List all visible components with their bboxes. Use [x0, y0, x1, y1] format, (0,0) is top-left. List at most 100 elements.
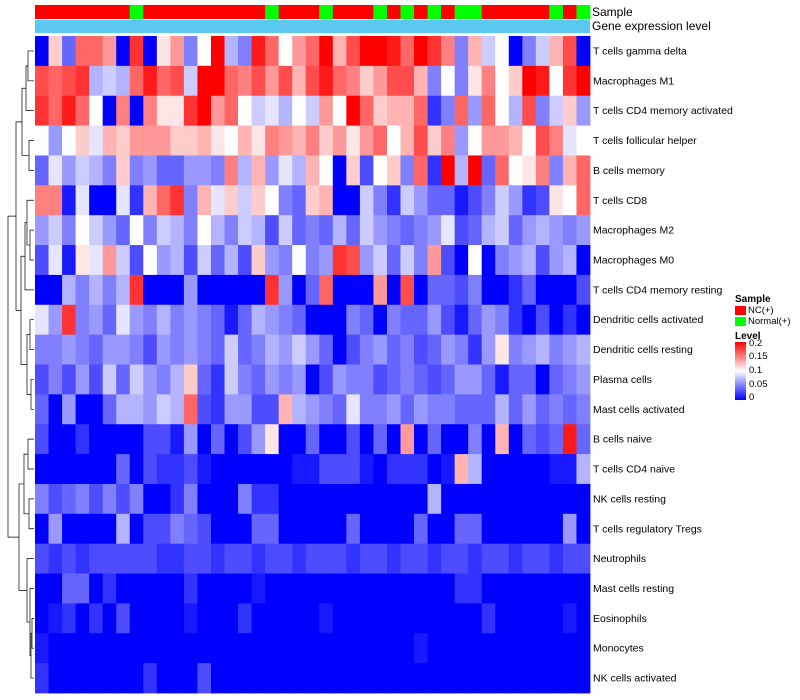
heatmap-cell [468, 364, 483, 395]
heatmap-cell [102, 603, 117, 634]
heatmap-cell [265, 185, 280, 216]
heatmap-cell [183, 65, 198, 97]
dendrogram-link [27, 50, 34, 82]
heatmap-cell [508, 95, 523, 126]
heatmap-cell [129, 663, 144, 694]
heatmap-cell [170, 513, 185, 545]
heatmap-cell [48, 36, 63, 67]
heatmap-cell [549, 185, 564, 216]
heatmap-cell [400, 65, 415, 97]
heatmap-cell [116, 304, 131, 336]
heatmap-cell [251, 543, 266, 574]
heatmap-cell [292, 603, 307, 634]
heatmap-cell [522, 215, 537, 246]
heatmap-cell [508, 454, 523, 485]
heatmap-cell [278, 155, 293, 186]
heatmap-cell [414, 424, 428, 455]
heatmap-cell [508, 364, 523, 395]
heatmap-cell [292, 304, 307, 336]
heatmap-cell [522, 364, 537, 395]
row-label: Macrophages M0 [593, 254, 674, 266]
heatmap-cell [170, 454, 185, 485]
heatmap-cell [332, 513, 347, 545]
heatmap-cell [441, 663, 456, 694]
heatmap-cell [495, 483, 510, 515]
heatmap-cell [414, 125, 428, 156]
heatmap-cell [576, 245, 591, 276]
heatmap-cell [48, 663, 63, 694]
heatmap-cell [129, 245, 144, 276]
heatmap-cell [102, 633, 117, 664]
heatmap-cell [224, 215, 239, 246]
heatmap-cell [359, 185, 374, 216]
heatmap-cell [319, 573, 334, 604]
sample-annotation-cell [62, 5, 77, 19]
heatmap-cell [62, 394, 77, 425]
heatmap-cell [562, 603, 577, 634]
heatmap-cell [468, 245, 483, 276]
legend-item-nc: NC(+) [735, 305, 791, 316]
heatmap-cell [400, 95, 415, 126]
heatmap-cell [332, 394, 347, 425]
heatmap-cell [319, 36, 334, 67]
heatmap-cell [400, 573, 415, 604]
heatmap-cell [116, 663, 131, 694]
heatmap-cell [48, 394, 63, 425]
heatmap-cell [197, 424, 212, 455]
heatmap-cell [454, 274, 469, 306]
heatmap-cell [183, 513, 198, 545]
heatmap-cell [495, 65, 510, 97]
heatmap-cell [156, 513, 171, 545]
heatmap-cell [346, 215, 361, 246]
heatmap-cell [265, 633, 280, 664]
heatmap-cell [278, 633, 293, 664]
heatmap-cell [414, 483, 428, 515]
heatmap-cell [386, 573, 401, 604]
heatmap-cell [400, 125, 415, 156]
heatmap-cell [224, 245, 239, 276]
level-ticks: 0.2 0.15 0.1 0.05 0 [749, 339, 789, 403]
heatmap-cell [549, 364, 564, 395]
heatmap-cell [359, 543, 374, 574]
heatmap-cell [454, 424, 469, 455]
heatmap-cell [373, 304, 388, 336]
heatmap-cell [359, 483, 374, 515]
heatmap-cell [576, 334, 591, 365]
heatmap-cell [251, 513, 266, 545]
heatmap-cell [332, 65, 347, 97]
heatmap-cell [562, 513, 577, 545]
heatmap-cell [170, 424, 185, 455]
heatmap-cell [386, 95, 401, 126]
heatmap-cell [427, 543, 442, 574]
heatmap-cell [251, 65, 266, 97]
sample-annotation-cell [373, 5, 388, 19]
heatmap-cell [62, 483, 77, 515]
legend-label-normal: Normal(+) [748, 316, 791, 327]
heatmap-cell [319, 155, 334, 186]
heatmap-cell [373, 364, 388, 395]
heatmap-cell [549, 304, 564, 336]
sample-annotation-cell [468, 5, 483, 19]
heatmap-cell [156, 304, 171, 336]
heatmap-cell [535, 394, 550, 425]
heatmap-cell [386, 125, 401, 156]
heatmap-cell [576, 454, 591, 485]
heatmap-cell [332, 573, 347, 604]
heatmap-cell [346, 36, 361, 67]
heatmap-cell [535, 633, 550, 664]
heatmap-cell [373, 573, 388, 604]
heatmap-cell [210, 185, 225, 216]
heatmap-cell [210, 364, 225, 395]
heatmap-cell [305, 304, 320, 336]
heatmap-cell [549, 274, 564, 306]
heatmap-cell [210, 573, 225, 604]
heatmap-cell [332, 36, 347, 67]
heatmap-cell [468, 274, 483, 306]
heatmap-cell [183, 633, 198, 664]
heatmap-cell [89, 543, 104, 574]
heatmap-cell [305, 603, 320, 634]
heatmap-cell [75, 603, 90, 634]
heatmap-cell [319, 274, 334, 306]
heatmap-cell [75, 36, 90, 67]
heatmap-cell [535, 543, 550, 574]
